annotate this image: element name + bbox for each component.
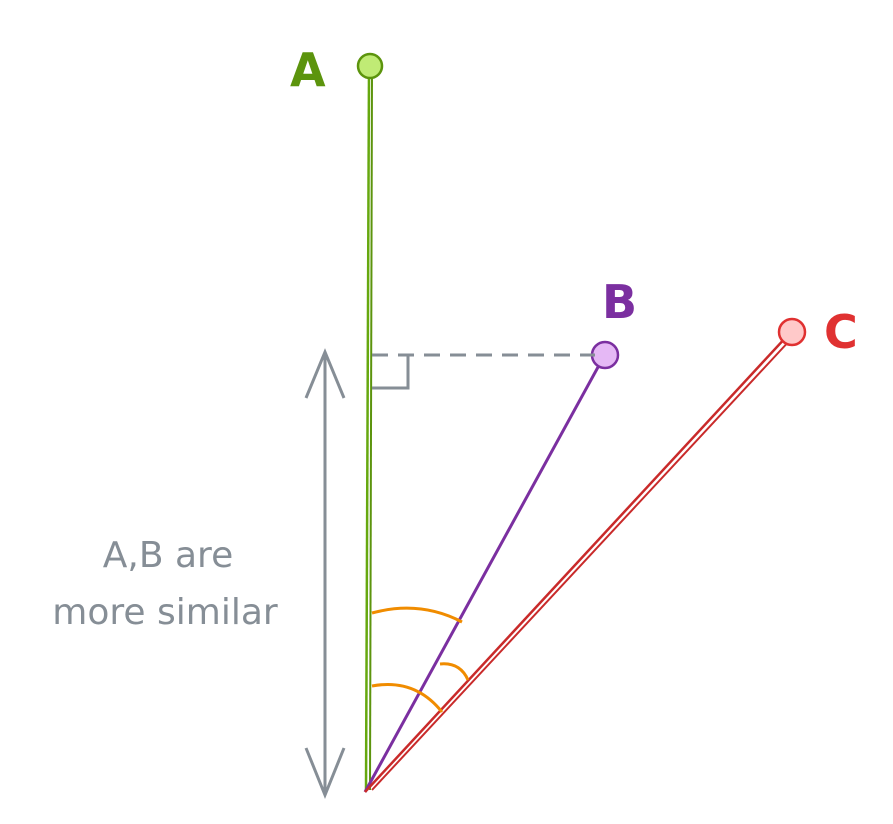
point-b [590,340,620,370]
vector-c [364,317,807,793]
annotation-line-1: A,B are [103,535,233,576]
point-a [356,52,384,80]
annotation-line-2: more similar [52,592,278,633]
angle-arc-ab [371,606,463,624]
label-c: C [824,305,858,359]
angle-arcs [371,606,470,713]
double-arrow [304,348,346,800]
vector-a [356,52,384,791]
angle-arc-bc [439,662,470,681]
right-angle-marker [372,356,410,390]
point-c [777,317,807,347]
label-b: B [602,275,637,329]
vector-b [363,340,620,793]
angle-arc-ac [371,682,444,713]
label-a: A [290,43,326,97]
